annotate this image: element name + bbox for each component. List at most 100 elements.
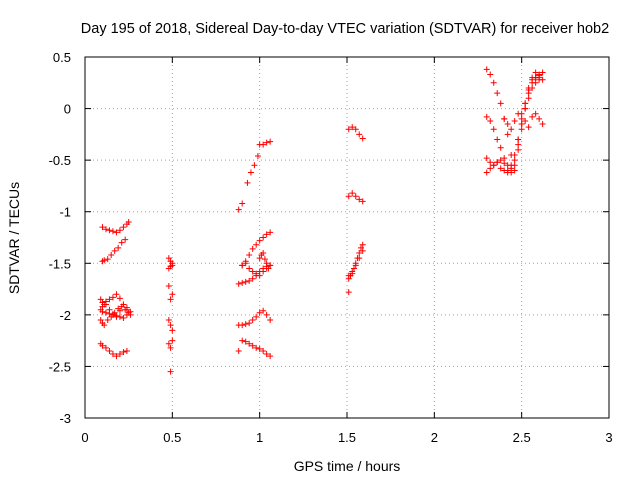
data-point xyxy=(122,236,129,243)
data-point xyxy=(511,151,518,158)
data-point xyxy=(113,353,120,360)
data-point xyxy=(109,294,116,301)
data-point xyxy=(352,262,359,269)
y-tick-label: -1.5 xyxy=(49,256,71,271)
data-point xyxy=(522,100,529,107)
data-point xyxy=(345,289,352,296)
data-point xyxy=(249,317,256,324)
data-point xyxy=(497,100,504,107)
data-point xyxy=(113,313,120,320)
data-point xyxy=(536,115,543,122)
data-point xyxy=(99,308,106,315)
data-point xyxy=(242,321,249,328)
data-point xyxy=(125,219,132,226)
data-point xyxy=(536,71,543,78)
data-point xyxy=(167,322,174,329)
data-point xyxy=(511,157,518,164)
data-point xyxy=(515,146,522,153)
data-point xyxy=(260,307,267,314)
data-point xyxy=(267,229,274,236)
data-point xyxy=(113,229,120,236)
data-point xyxy=(504,131,511,138)
data-point xyxy=(504,167,511,174)
data-point xyxy=(345,126,352,133)
data-point xyxy=(508,169,515,176)
data-point xyxy=(246,320,253,327)
data-point xyxy=(253,241,260,248)
data-point xyxy=(109,310,116,317)
data-point xyxy=(267,138,274,145)
data-point xyxy=(263,311,270,318)
data-point xyxy=(352,193,359,200)
data-point xyxy=(249,342,256,349)
data-point xyxy=(253,344,260,351)
data-point xyxy=(242,260,249,267)
x-tick-label: 2 xyxy=(431,430,438,445)
data-point xyxy=(167,296,174,303)
data-point xyxy=(247,169,254,176)
data-point xyxy=(356,131,363,138)
data-point xyxy=(483,113,490,120)
data-point xyxy=(518,121,525,128)
data-point xyxy=(349,268,356,275)
data-point xyxy=(532,79,539,86)
y-tick-label: 0 xyxy=(64,102,71,117)
data-point xyxy=(511,167,518,174)
data-point xyxy=(111,247,118,254)
data-point xyxy=(518,115,525,122)
data-point xyxy=(357,244,364,251)
data-point xyxy=(108,313,115,320)
data-point xyxy=(359,135,366,142)
data-point xyxy=(504,121,511,128)
data-point xyxy=(169,291,176,298)
data-point xyxy=(106,296,113,303)
data-point xyxy=(102,309,109,316)
data-point xyxy=(539,121,546,128)
data-point xyxy=(260,268,267,275)
data-point xyxy=(345,272,352,279)
data-point xyxy=(244,179,251,186)
data-point xyxy=(260,234,267,241)
data-point xyxy=(116,227,123,234)
data-point xyxy=(116,307,123,314)
data-point xyxy=(256,237,263,244)
data-point xyxy=(108,252,115,259)
data-point xyxy=(261,256,268,263)
data-point xyxy=(242,338,249,345)
data-point xyxy=(253,270,260,277)
data-point xyxy=(169,262,176,269)
data-point xyxy=(483,155,490,162)
data-point xyxy=(352,126,359,133)
data-point xyxy=(254,153,261,160)
data-point xyxy=(253,313,260,320)
data-point xyxy=(123,347,130,354)
data-point xyxy=(256,255,263,262)
x-tick-label: 1 xyxy=(256,430,263,445)
x-tick-label: 0.5 xyxy=(163,430,181,445)
data-point xyxy=(256,309,263,316)
y-tick-label: -1 xyxy=(59,205,71,220)
data-point xyxy=(239,337,246,344)
data-points xyxy=(97,66,546,375)
data-point xyxy=(263,139,270,146)
data-point xyxy=(483,169,490,176)
data-point xyxy=(356,255,363,262)
data-point xyxy=(101,322,108,329)
data-point xyxy=(242,278,249,285)
data-point xyxy=(536,76,543,83)
data-point xyxy=(487,159,494,166)
data-point xyxy=(532,69,539,76)
data-point xyxy=(487,117,494,124)
data-point xyxy=(120,348,127,355)
data-point xyxy=(487,165,494,172)
data-point xyxy=(251,162,258,169)
data-point xyxy=(165,282,172,289)
data-point xyxy=(494,90,501,97)
axis-tick-labels: 0 0.5 1 1.5 2 2.5 3 -3 -2.5 -2 -1.5 -1 -0.5 0 0.5 xyxy=(49,50,613,445)
data-point xyxy=(101,257,108,264)
data-point xyxy=(256,272,263,279)
x-tick-label: 1.5 xyxy=(338,430,356,445)
data-point xyxy=(256,345,263,352)
data-point xyxy=(165,317,172,324)
